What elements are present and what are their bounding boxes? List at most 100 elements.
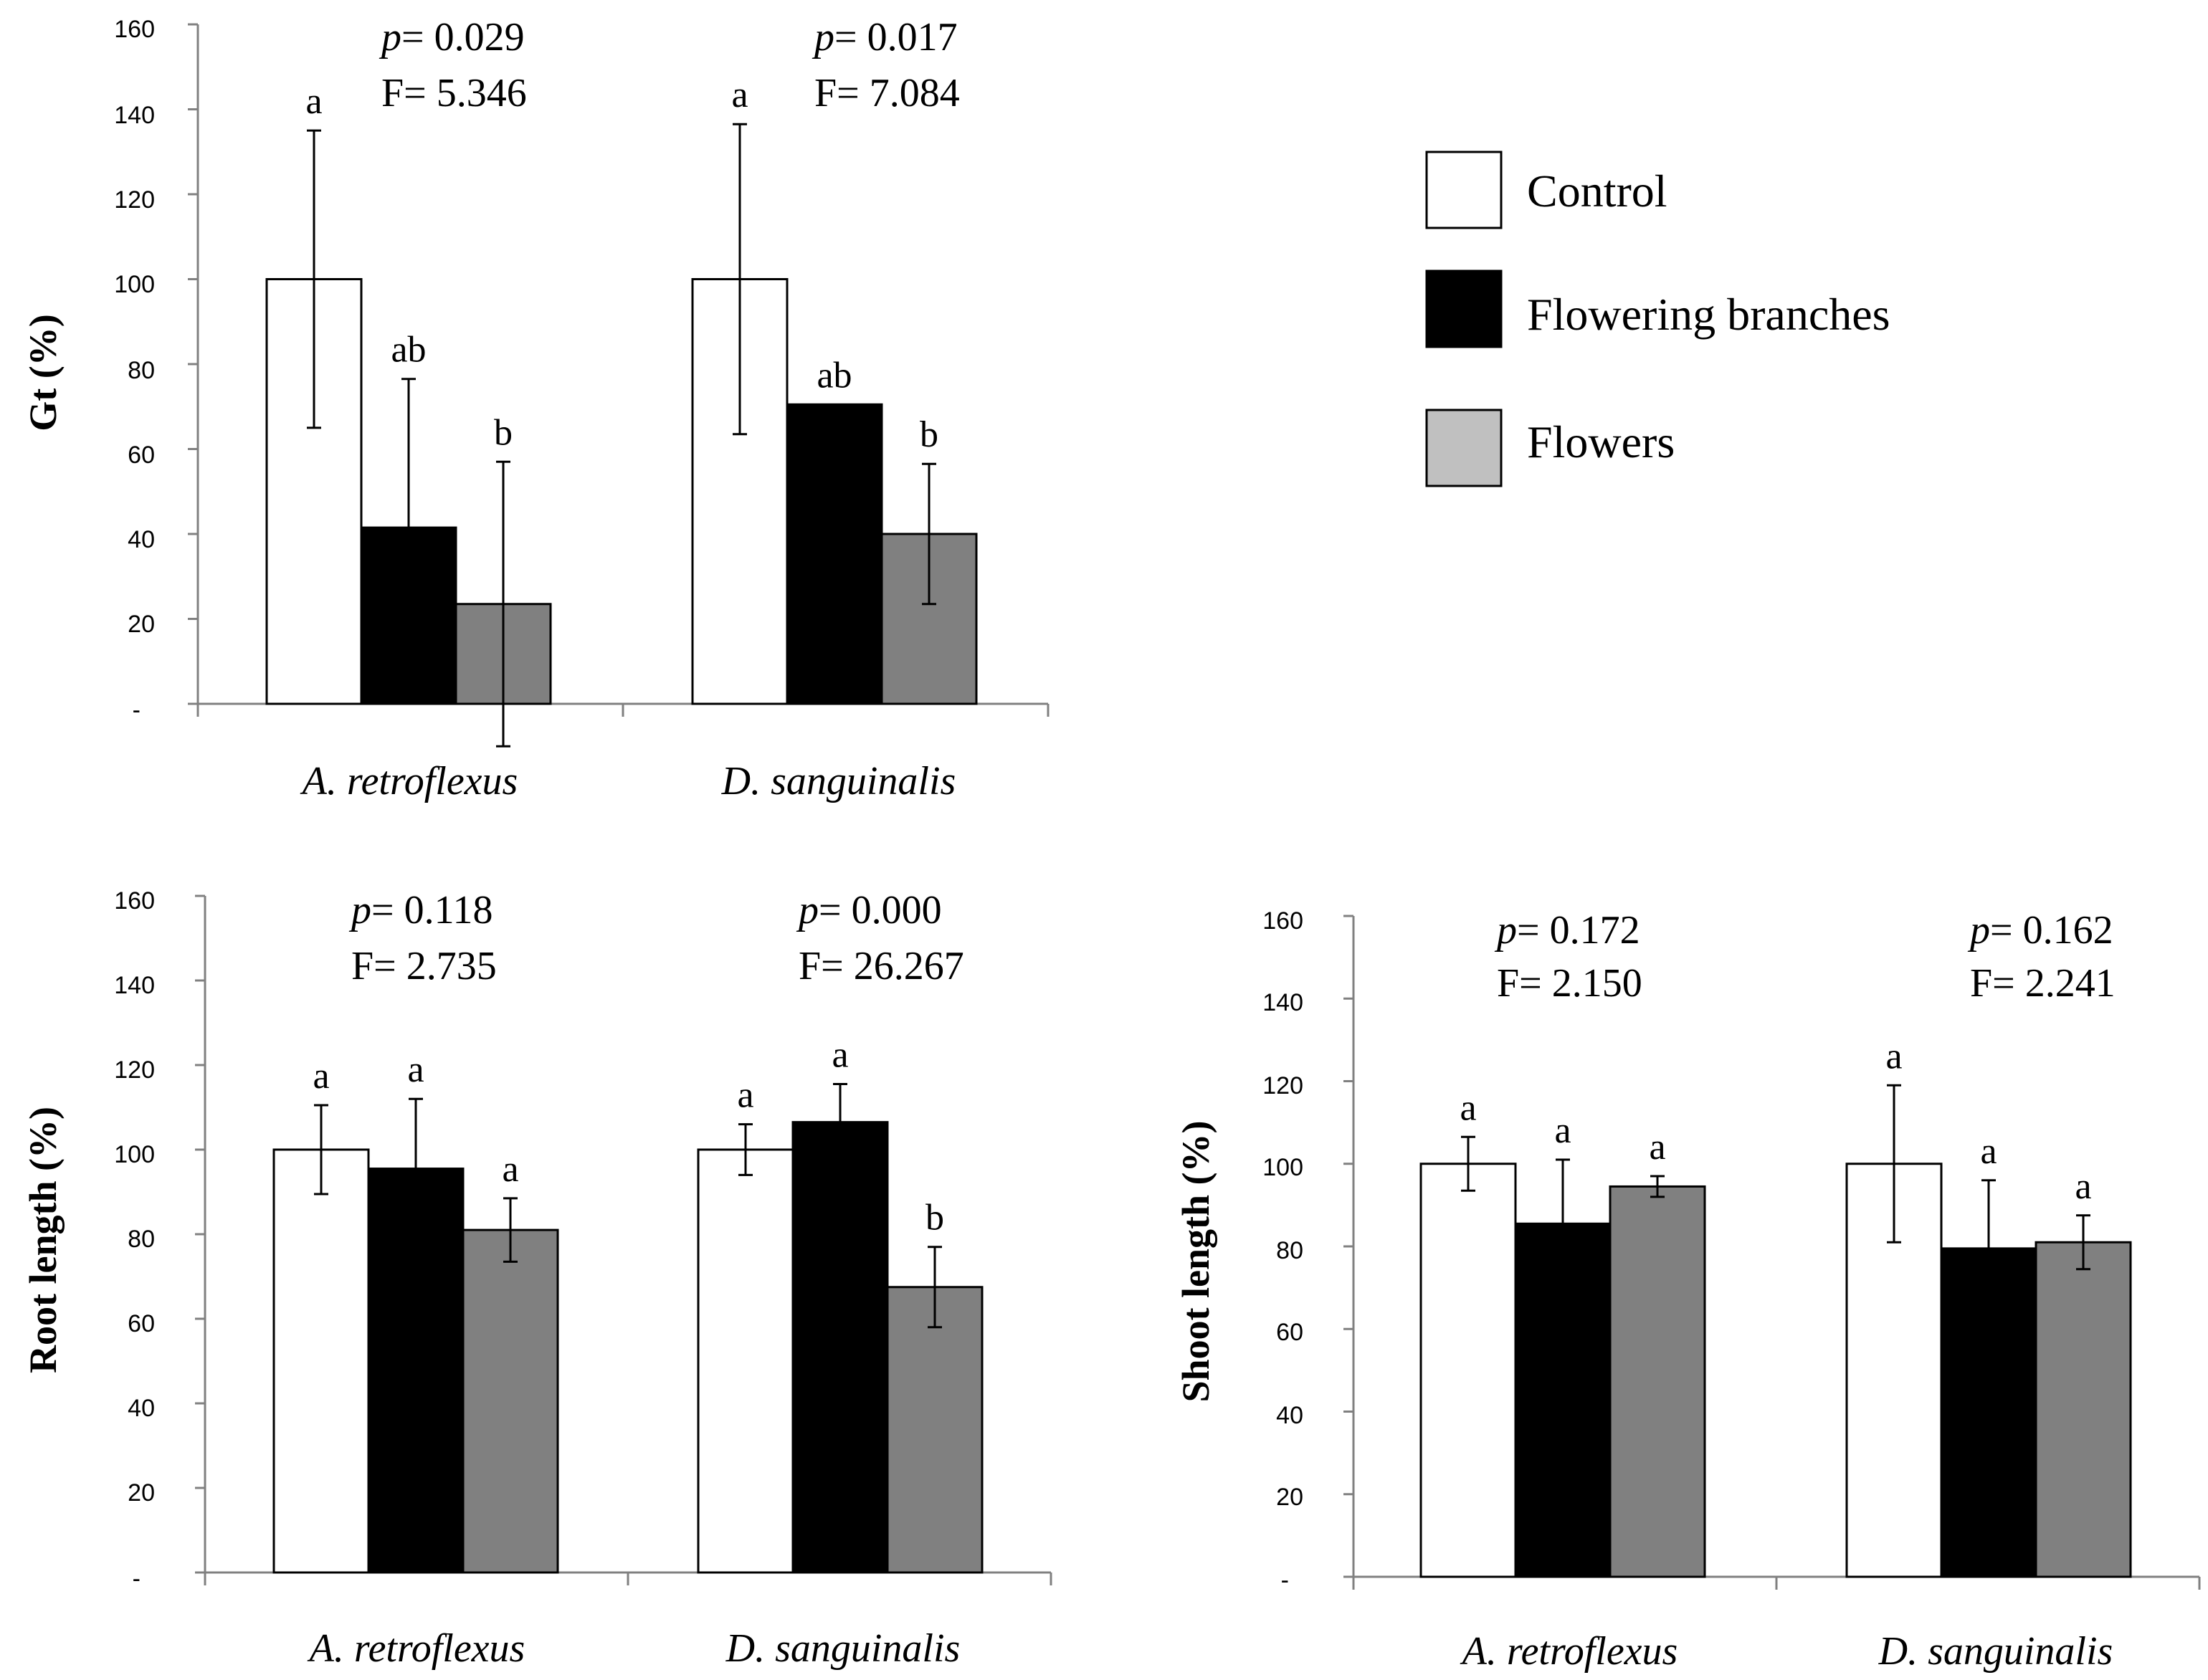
- shoot-ytick-60: 60: [1276, 1319, 1303, 1346]
- root-letter-d-sanguinalis-control: a: [737, 1075, 753, 1116]
- gt-stat-1: p= 0.029 F= 5.346: [379, 15, 527, 115]
- gt-y-axis-label: Gt (%): [22, 314, 65, 431]
- gt-ytick-60: 60: [128, 442, 155, 469]
- shoot-letter-d-sanguinalis-flowering-branches: a: [1980, 1131, 1997, 1172]
- legend: Control Flowering branches Flowers: [1425, 151, 1890, 487]
- legend-item-flowers: Flowers: [1425, 409, 1675, 487]
- panel-gt: - 20 40 60 80 100 120 140 160 Gt (%) aab…: [22, 15, 1050, 803]
- legend-label-flowering-branches: Flowering branches: [1527, 289, 1890, 340]
- root-ytick-40: 40: [128, 1395, 155, 1422]
- gt-ytick-80: 80: [128, 357, 155, 384]
- shoot-ytick-labels: - 20 40 60 80 100 120 140 160: [1262, 907, 1303, 1594]
- root-ytick-20: 20: [128, 1479, 155, 1507]
- legend-swatch-control: [1425, 151, 1503, 229]
- root-stat-1-p: p= 0.118: [348, 888, 493, 932]
- root-letter-d-sanguinalis-flowering-branches: a: [832, 1035, 848, 1076]
- panel-root: - 20 40 60 80 100 120 140 160 Root lengt…: [22, 887, 1052, 1671]
- shoot-xtick-d-sanguinalis: D. sanguinalis: [1878, 1629, 2113, 1674]
- gt-letter-d-sanguinalis-flowers: b: [920, 414, 938, 455]
- shoot-letter-a-retroflexus-flowering-branches: a: [1554, 1110, 1571, 1151]
- gt-ytick-120: 120: [114, 186, 155, 214]
- shoot-letter-a-retroflexus-control: a: [1460, 1087, 1476, 1128]
- gt-letter-a-retroflexus-control: a: [305, 81, 322, 122]
- root-stat-1-f: F= 2.735: [351, 944, 497, 988]
- root-xtick-a-retroflexus: A. retroflexus: [307, 1626, 525, 1671]
- root-ytick-80: 80: [128, 1226, 155, 1253]
- gt-ytick-labels: - 20 40 60 80 100 120 140 160: [114, 16, 155, 724]
- shoot-error-bars: [1461, 1084, 2090, 1318]
- gt-ytick-160: 160: [114, 16, 155, 43]
- root-letter-a-retroflexus-control: a: [313, 1056, 329, 1097]
- gt-letter-a-retroflexus-flowers: b: [494, 412, 513, 453]
- shoot-stat-2-p: p= 0.162: [1967, 908, 2113, 953]
- shoot-letter-d-sanguinalis-flowers: a: [2075, 1166, 2091, 1207]
- shoot-letter-a-retroflexus-flowers: a: [1649, 1127, 1665, 1168]
- gt-letters: a ab b a ab b: [305, 75, 938, 455]
- root-letter-a-retroflexus-flowering-branches: a: [407, 1049, 424, 1090]
- root-y-axis-label: Root length (%): [22, 1107, 65, 1373]
- shoot-bar-a-retroflexus-control: [1419, 1163, 1517, 1578]
- root-ytick-0: -: [133, 1565, 141, 1593]
- root-ytick-160: 160: [114, 887, 155, 915]
- panel-shoot: - 20 40 60 80 100 120 140 160 Shoot leng…: [1174, 907, 2201, 1674]
- gt-stat-2-f: F= 7.084: [814, 71, 960, 115]
- shoot-stat-1: p= 0.172 F= 2.150: [1494, 908, 1642, 1006]
- root-ytick-120: 120: [114, 1056, 155, 1084]
- shoot-ytick-120: 120: [1262, 1072, 1303, 1099]
- shoot-ytick-160: 160: [1262, 907, 1303, 935]
- shoot-xtick-a-retroflexus: A. retroflexus: [1460, 1629, 1678, 1674]
- legend-swatch-flowering-branches: [1425, 269, 1503, 348]
- root-bar-d-sanguinalis-control: [697, 1148, 794, 1574]
- shoot-ytick-20: 20: [1276, 1484, 1303, 1511]
- shoot-letter-d-sanguinalis-control: a: [1885, 1036, 1902, 1077]
- root-bar-a-retroflexus-control: [272, 1148, 370, 1574]
- root-bar-a-retroflexus-flowers: [462, 1228, 559, 1574]
- gt-error-bars: [307, 123, 936, 748]
- root-stat-2-p: p= 0.000: [796, 888, 942, 932]
- shoot-bars: [1419, 1163, 2132, 1578]
- shoot-y-axis-label: Shoot length (%): [1174, 1120, 1217, 1402]
- legend-label-control: Control: [1527, 166, 1667, 216]
- shoot-bar-d-sanguinalis-flowers: [2035, 1241, 2132, 1578]
- shoot-stat-1-f: F= 2.150: [1497, 961, 1642, 1006]
- shoot-ytick-0: -: [1281, 1567, 1289, 1594]
- root-xtick-d-sanguinalis: D. sanguinalis: [725, 1626, 961, 1671]
- gt-letter-d-sanguinalis-control: a: [731, 75, 748, 115]
- gt-xtick-a-retroflexus: A. retroflexus: [300, 759, 518, 803]
- root-ytick-60: 60: [128, 1310, 155, 1337]
- gt-stat-1-p: p= 0.029: [379, 15, 525, 59]
- shoot-stat-1-p: p= 0.172: [1494, 908, 1640, 953]
- root-ytick-labels: - 20 40 60 80 100 120 140 160: [114, 887, 155, 1593]
- shoot-ytick-100: 100: [1262, 1154, 1303, 1181]
- root-ytick-100: 100: [114, 1141, 155, 1168]
- shoot-stat-2-f: F= 2.241: [1970, 961, 2116, 1006]
- gt-letter-a-retroflexus-flowering-branches: ab: [391, 330, 426, 371]
- root-letter-a-retroflexus-flowers: a: [502, 1149, 518, 1190]
- legend-swatch-flowers: [1425, 409, 1503, 487]
- root-stat-1: p= 0.118 F= 2.735: [348, 888, 497, 988]
- legend-item-flowering-branches: Flowering branches: [1425, 269, 1890, 348]
- gt-ytick-140: 140: [114, 102, 155, 129]
- legend-item-control: Control: [1425, 151, 1667, 229]
- shoot-ytick-140: 140: [1262, 989, 1303, 1016]
- shoot-stat-2: p= 0.162 F= 2.241: [1967, 908, 2116, 1006]
- gt-bar-d-sanguinalis-flowering-branches: [786, 403, 883, 705]
- root-letter-d-sanguinalis-flowers: b: [925, 1198, 944, 1238]
- gt-ytick-0: -: [133, 697, 141, 724]
- gt-stat-1-f: F= 5.346: [381, 71, 527, 115]
- root-stat-2: p= 0.000 F= 26.267: [796, 888, 964, 988]
- legend-label-flowers: Flowers: [1527, 416, 1675, 467]
- root-bar-d-sanguinalis-flowers: [886, 1286, 984, 1574]
- root-bar-d-sanguinalis-flowering-branches: [791, 1121, 889, 1574]
- root-stat-2-f: F= 26.267: [799, 944, 964, 988]
- shoot-letters: a a a a a a: [1460, 1036, 2091, 1207]
- shoot-bar-a-retroflexus-flowers: [1609, 1185, 1706, 1578]
- gt-stat-2: p= 0.017 F= 7.084: [812, 15, 960, 115]
- gt-letter-d-sanguinalis-flowering-branches: ab: [817, 355, 852, 396]
- gt-ytick-20: 20: [128, 611, 155, 638]
- root-bars: [272, 1121, 984, 1574]
- gt-xtick-d-sanguinalis: D. sanguinalis: [721, 759, 956, 803]
- root-ytick-140: 140: [114, 972, 155, 999]
- gt-ytick-40: 40: [128, 526, 155, 553]
